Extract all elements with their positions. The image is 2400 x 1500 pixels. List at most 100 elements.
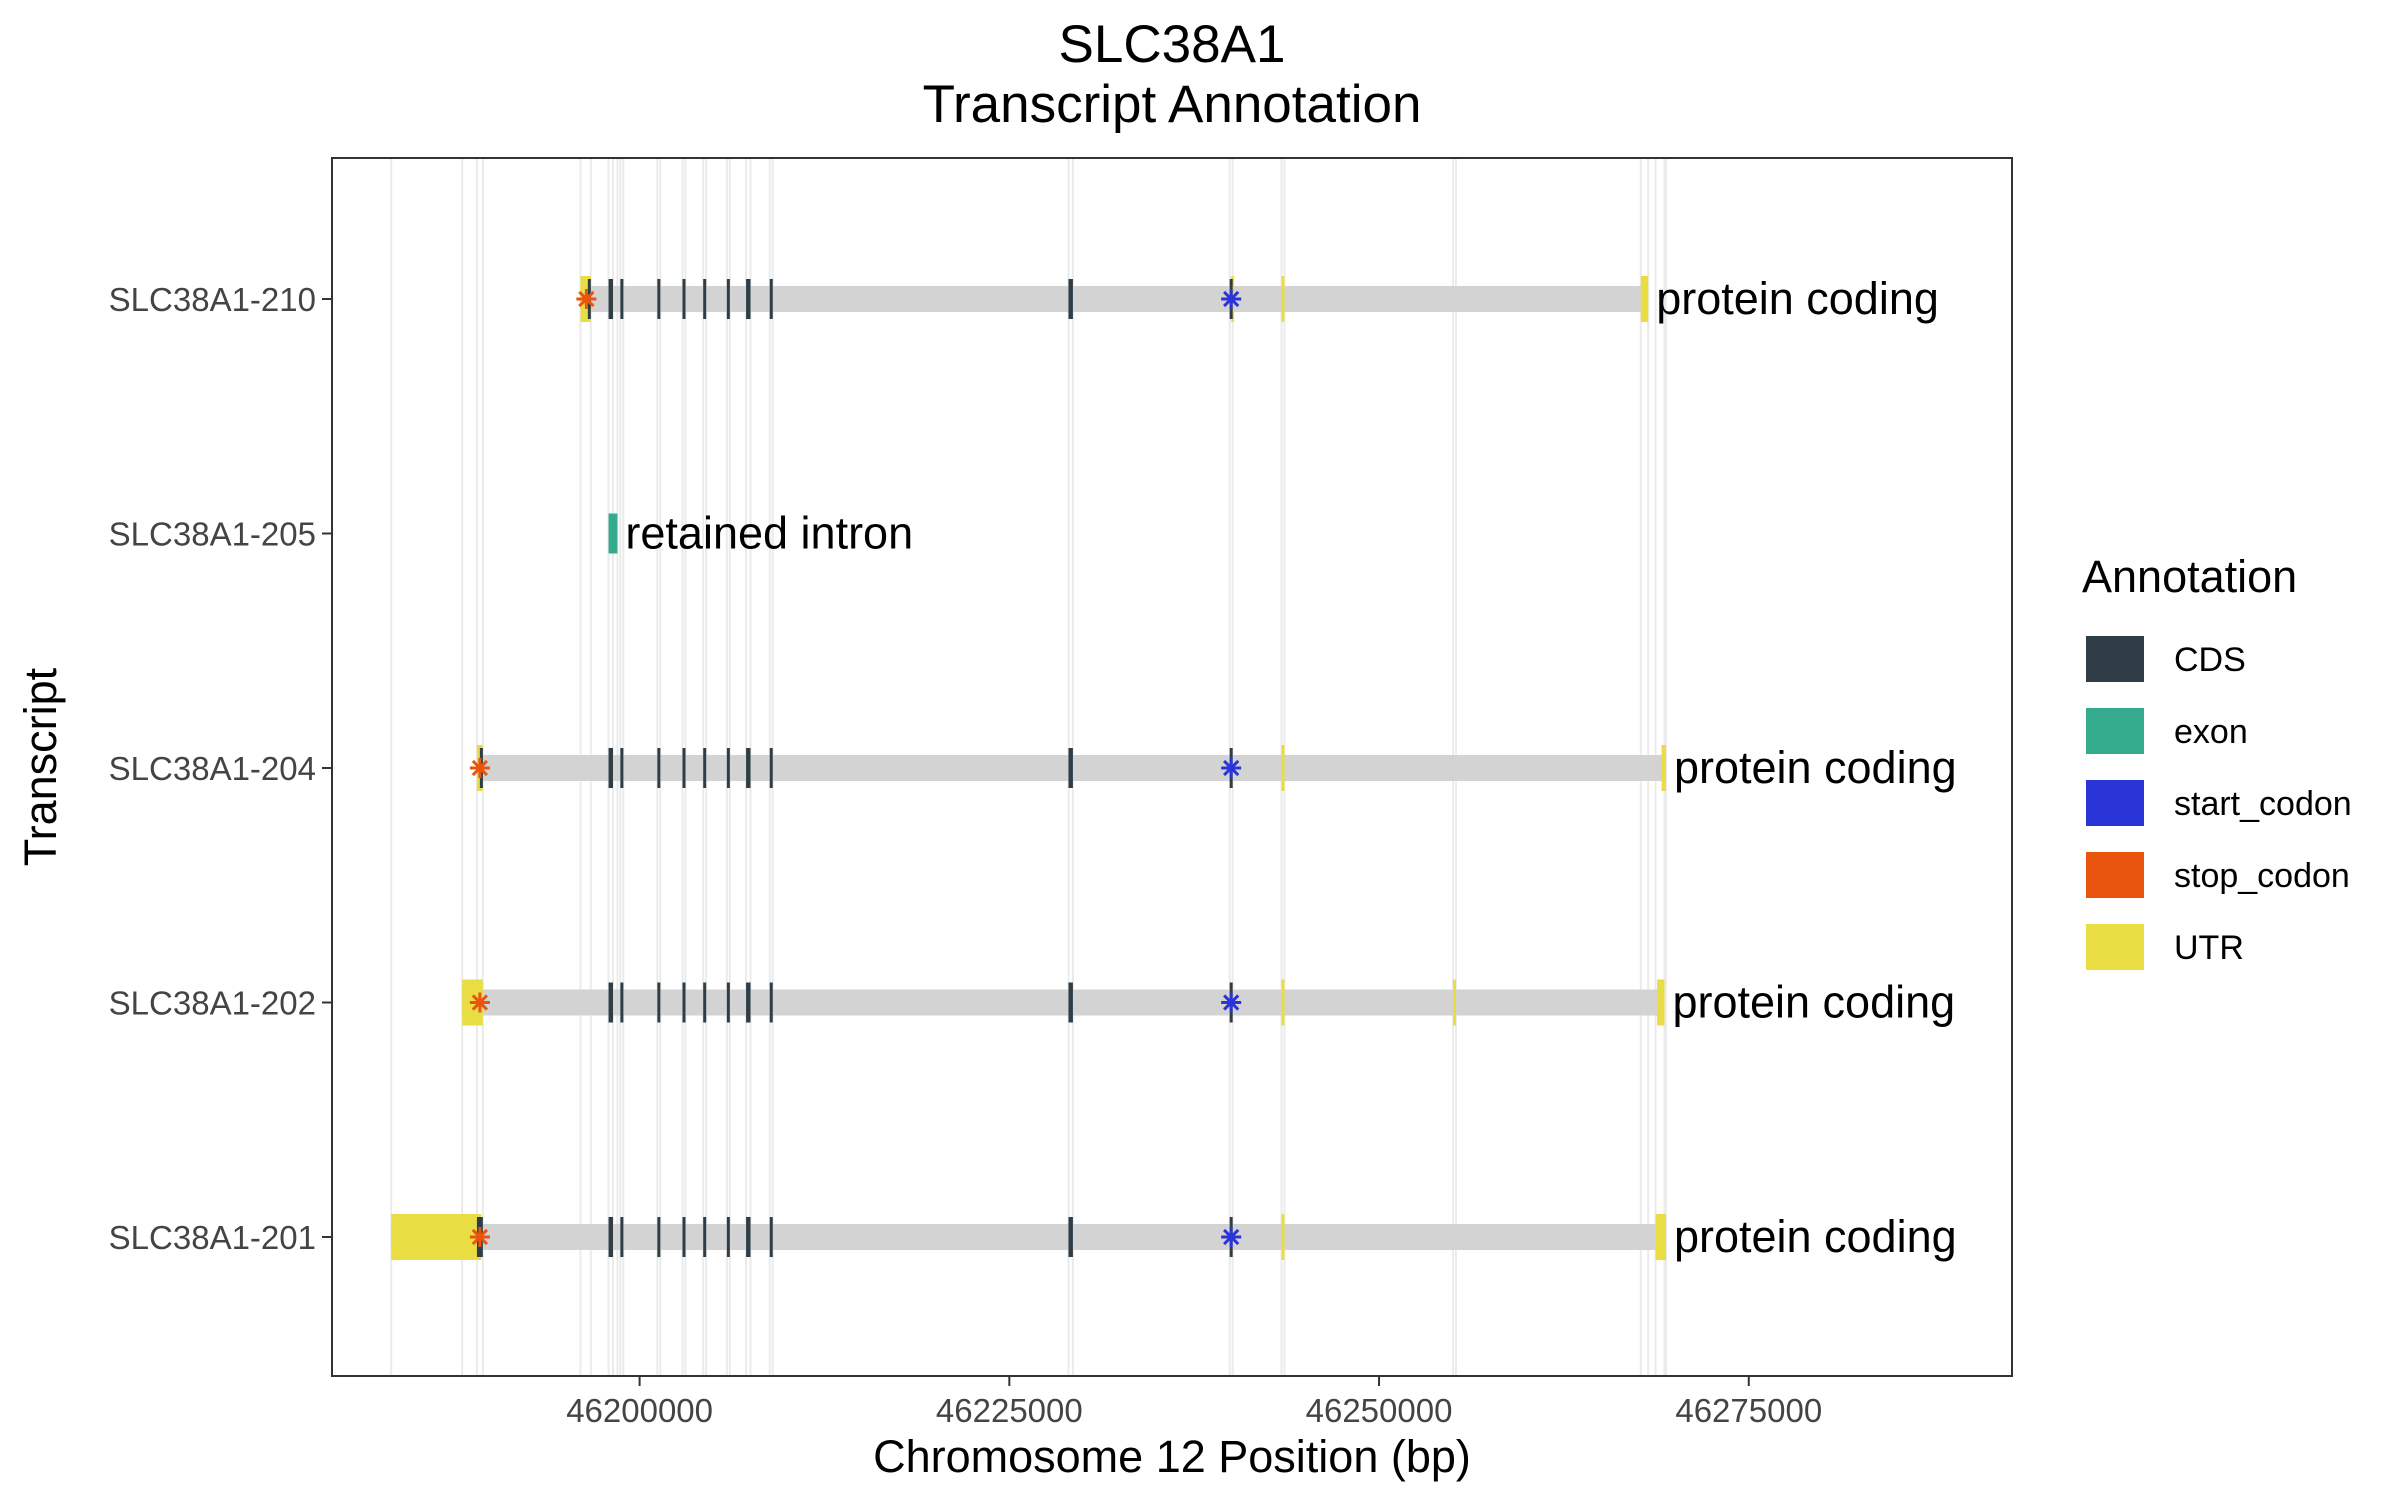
legend-label: start_codon xyxy=(2174,785,2352,823)
cds-segment xyxy=(726,982,730,1023)
start-codon-marker-stroke xyxy=(1223,1228,1240,1246)
cds-segment xyxy=(657,279,661,319)
utr-segment xyxy=(1281,276,1285,322)
transcript-track: protein coding xyxy=(576,273,1939,324)
cds-segment xyxy=(1068,982,1073,1023)
exon-segment xyxy=(608,513,618,554)
cds-segment xyxy=(620,279,624,319)
utr-segment xyxy=(1281,979,1285,1026)
start-codon-marker-stroke xyxy=(1223,290,1240,308)
y-tick-label: SLC38A1-202 xyxy=(109,985,316,1022)
utr-segment xyxy=(1281,745,1285,791)
y-axis-title: Transcript xyxy=(15,667,66,866)
biotype-label: retained intron xyxy=(625,508,913,559)
stop-codon-marker-stroke xyxy=(471,1228,489,1246)
legend-label: stop_codon xyxy=(2174,857,2350,895)
legend-label: CDS xyxy=(2174,641,2246,679)
transcript-track: retained intron xyxy=(608,508,913,559)
biotype-label: protein coding xyxy=(1656,273,1939,324)
cds-segment xyxy=(746,982,751,1023)
cds-segment xyxy=(726,748,730,788)
cds-segment xyxy=(1068,279,1073,319)
intron-bar xyxy=(580,286,1649,312)
cds-segment xyxy=(746,1217,751,1257)
utr-segment xyxy=(391,1214,482,1260)
cds-segment xyxy=(657,1217,661,1257)
stop-codon-marker xyxy=(469,758,490,778)
transcript-track: protein coding xyxy=(462,977,1955,1028)
start-codon-marker-stroke xyxy=(1223,759,1240,777)
cds-segment xyxy=(769,982,773,1023)
transcript-track: protein coding xyxy=(391,1211,1957,1262)
legend-swatch xyxy=(2086,924,2144,970)
chart-title: SLC38A1 xyxy=(1059,15,1286,74)
cds-segment xyxy=(703,1217,707,1257)
biotype-label: protein coding xyxy=(1674,742,1957,793)
cds-segment xyxy=(769,1217,773,1257)
utr-segment xyxy=(1281,1214,1285,1260)
biotype-label: protein coding xyxy=(1672,977,1955,1028)
cds-segment xyxy=(703,279,707,319)
legend-swatch xyxy=(2086,636,2144,682)
cds-segment xyxy=(1068,1217,1073,1257)
cds-segment xyxy=(682,279,686,319)
transcript-tracks: protein coding retained intron protein cod… xyxy=(391,273,1957,1262)
start-codon-marker xyxy=(1221,1227,1242,1247)
stop-codon-marker xyxy=(469,992,490,1013)
legend-swatch xyxy=(2086,708,2144,754)
legend-label: UTR xyxy=(2174,929,2244,967)
y-tick-label: SLC38A1-205 xyxy=(109,516,316,553)
utr-segment xyxy=(1452,979,1456,1026)
cds-segment xyxy=(682,982,686,1023)
legend-title: Annotation xyxy=(2082,551,2297,602)
cds-segment xyxy=(657,982,661,1023)
utr-segment xyxy=(1655,1214,1666,1260)
cds-segment xyxy=(769,279,773,319)
start-codon-marker xyxy=(1221,289,1242,309)
y-tick-label: SLC38A1-201 xyxy=(109,1219,316,1256)
legend-label: exon xyxy=(2174,713,2248,751)
stop-codon-marker xyxy=(469,1227,490,1247)
y-tick-label: SLC38A1-204 xyxy=(109,750,316,787)
legend-items: CDS exon start_codon stop_codon UTR xyxy=(2086,636,2352,970)
utr-segment xyxy=(1661,745,1666,791)
legend-swatch xyxy=(2086,780,2144,826)
cds-segment xyxy=(1068,748,1073,788)
x-tick-label: 46225000 xyxy=(936,1392,1083,1429)
cds-segment xyxy=(703,982,707,1023)
cds-segment xyxy=(620,982,624,1023)
x-axis-title: Chromosome 12 Position (bp) xyxy=(873,1431,1471,1482)
cds-segment xyxy=(769,748,773,788)
y-tick-label: SLC38A1-210 xyxy=(109,281,316,318)
cds-segment xyxy=(746,279,751,319)
x-tick-label: 46250000 xyxy=(1306,1392,1453,1429)
cds-segment xyxy=(746,748,751,788)
cds-segment xyxy=(726,1217,730,1257)
cds-segment xyxy=(682,1217,686,1257)
cds-segment xyxy=(657,748,661,788)
transcript-track: protein coding xyxy=(469,742,1957,793)
legend-swatch xyxy=(2086,852,2144,898)
biotype-label: protein coding xyxy=(1674,1211,1957,1262)
x-tick-label: 46275000 xyxy=(1675,1392,1822,1429)
cds-segment xyxy=(608,1217,613,1257)
utr-segment xyxy=(1657,979,1665,1026)
intron-bar xyxy=(462,989,1665,1016)
legend: Annotation CDS exon start_codon stop_codon U… xyxy=(2082,551,2352,970)
cds-segment xyxy=(608,748,613,788)
cds-segment xyxy=(608,982,613,1023)
cds-segment xyxy=(703,748,707,788)
intron-bar xyxy=(391,1224,1666,1250)
x-axis: 46200000 46225000 46250000 46275000 xyxy=(566,1376,1822,1429)
y-axis: SLC38A1-210 SLC38A1-205 SLC38A1-204 SLC38A1… xyxy=(109,281,332,1256)
cds-segment xyxy=(608,279,613,319)
stop-codon-marker xyxy=(576,289,597,309)
start-codon-marker-stroke xyxy=(1223,994,1240,1011)
chart-subtitle: Transcript Annotation xyxy=(923,75,1422,134)
stop-codon-marker-stroke xyxy=(578,290,595,308)
cds-segment xyxy=(620,1217,624,1257)
cds-segment xyxy=(682,748,686,788)
utr-segment xyxy=(1640,276,1649,322)
stop-codon-marker-stroke xyxy=(471,994,489,1011)
